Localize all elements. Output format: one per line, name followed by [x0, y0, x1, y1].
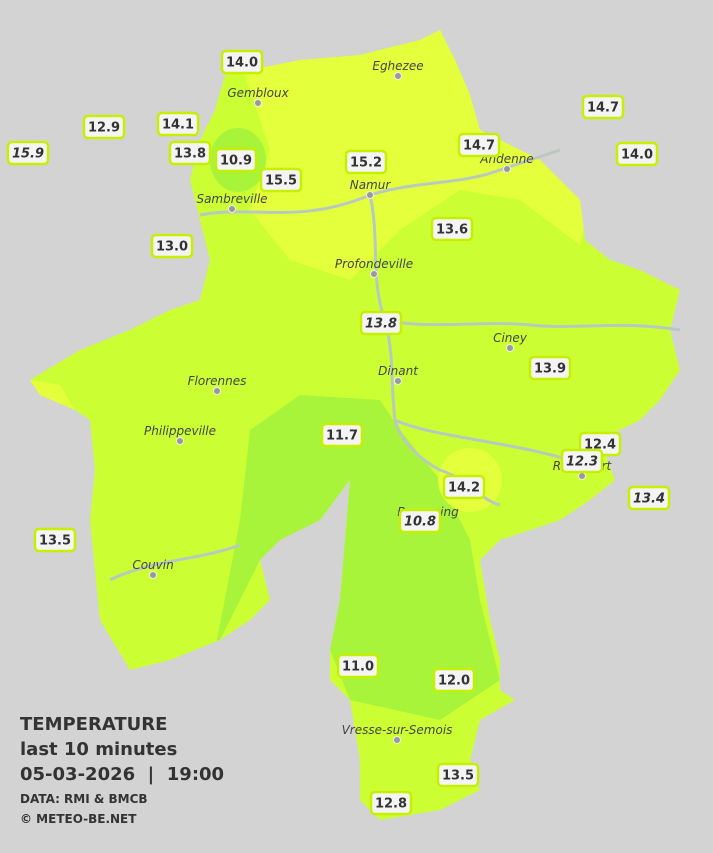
town-name: Sambreville [196, 192, 267, 206]
station-box [369, 790, 413, 816]
warm-zone [30, 380, 75, 410]
town-name: Florennes [188, 374, 247, 388]
station-value: 15.5 [265, 174, 297, 189]
town-name: Namur [350, 178, 392, 192]
caption-copyright: © METEO-BE.NET [20, 812, 137, 826]
station-box [432, 667, 476, 693]
station-box [320, 422, 364, 448]
town-dot [228, 205, 236, 213]
town-dot [393, 736, 401, 744]
station-box [627, 485, 671, 511]
station-box [436, 762, 480, 788]
station-box [168, 140, 212, 166]
town-name: Gembloux [227, 86, 289, 100]
caption-title: TEMPERATURE [20, 714, 167, 735]
town-dot [176, 437, 184, 445]
caption-datetime: 05-03-2026 | 19:00 [20, 764, 224, 785]
station-box [430, 216, 474, 242]
station-value: 12.9 [88, 121, 120, 136]
town-name: Couvin [132, 558, 173, 572]
town-name: Dinant [378, 364, 419, 378]
caption-period: last 10 minutes [20, 739, 177, 760]
station-value: 13.0 [156, 240, 188, 255]
station-value: 13.6 [436, 223, 468, 238]
station-value: 11.0 [342, 660, 374, 675]
station-value: 14.7 [463, 139, 495, 154]
station-box [220, 49, 264, 75]
station-value: 11.7 [326, 429, 358, 444]
town-dot [370, 270, 378, 278]
station-box [82, 114, 126, 140]
town-dot [213, 387, 221, 395]
station-value: 14.0 [226, 56, 258, 71]
station-box [344, 149, 388, 175]
station-value: 14.2 [448, 481, 480, 496]
station-box [581, 94, 625, 120]
station-box [457, 132, 501, 158]
town-dot [503, 165, 511, 173]
station-box [259, 167, 303, 193]
town-dot [394, 72, 402, 80]
station-box [398, 508, 442, 534]
station-value: 13.5 [442, 769, 474, 784]
town-name: Eghezee [372, 59, 423, 73]
station-value: 12.8 [375, 797, 407, 812]
station-value: 15.9 [12, 147, 44, 162]
cool-zone [215, 395, 500, 720]
warm-zone [240, 30, 590, 280]
station-box [615, 141, 659, 167]
station-box [156, 111, 200, 137]
station-value: 13.9 [534, 362, 566, 377]
town-dot [254, 99, 262, 107]
station-box [6, 140, 50, 166]
station-box [560, 448, 604, 474]
station-value: 13.5 [39, 534, 71, 549]
station-box [214, 147, 258, 173]
town-name: Ciney [493, 331, 528, 345]
town-name: Vresse-sur-Semois [342, 723, 453, 737]
town-name: Philippeville [144, 424, 216, 438]
town-dot [506, 344, 514, 352]
town-dot [578, 472, 586, 480]
station-value: 13.4 [633, 492, 665, 507]
town-dot [394, 377, 402, 385]
station-box [442, 474, 486, 500]
town-name: Profondeville [335, 257, 413, 271]
station-value: 14.1 [162, 118, 194, 133]
station-box [359, 310, 403, 336]
station-value: 12.0 [438, 674, 470, 689]
station-value: 14.7 [587, 101, 619, 116]
station-box [528, 355, 572, 381]
station-value: 10.8 [404, 515, 436, 530]
station-value: 14.0 [621, 148, 653, 163]
town-dot [366, 191, 374, 199]
stations: 14.0 12.9 14.1 15.9 13.8 10.9 15.5 15.2 14.7 14.7… [6, 49, 671, 816]
station-box [336, 653, 380, 679]
town-dot [149, 571, 157, 579]
station-value: 12.3 [566, 455, 598, 470]
station-box [33, 527, 77, 553]
station-box [150, 233, 194, 259]
station-value: 10.9 [220, 154, 252, 169]
caption-source: DATA: RMI & BMCB [20, 792, 148, 806]
station-value: 13.8 [174, 147, 206, 162]
station-value: 15.2 [350, 156, 382, 171]
station-value: 13.8 [365, 317, 397, 332]
